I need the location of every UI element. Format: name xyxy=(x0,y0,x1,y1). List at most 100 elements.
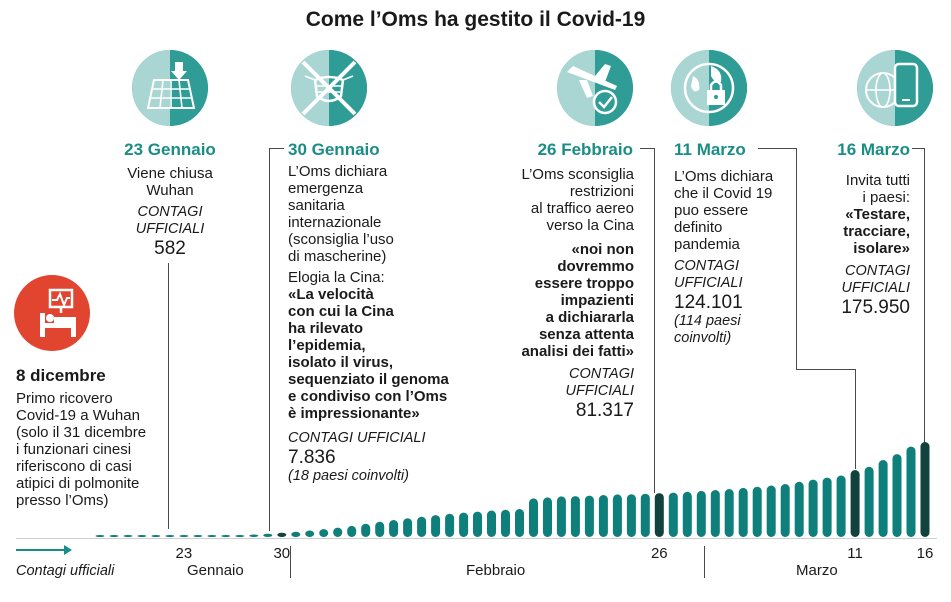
bar-2020-02-02 xyxy=(319,529,329,537)
bar-2020-01-23 xyxy=(179,535,189,537)
quote-line: senza attenta xyxy=(538,326,634,343)
x-tick-label: 26 xyxy=(651,545,668,562)
bar-2020-02-10 xyxy=(431,515,441,537)
quote-line: «Testare, xyxy=(845,206,910,223)
bar-2020-02-04 xyxy=(347,525,357,537)
bar-2020-01-18 xyxy=(109,535,119,537)
contagi-label: CONTAGI xyxy=(674,258,739,274)
bar-2020-03-08 xyxy=(808,479,818,537)
text-line: restrizioni xyxy=(569,183,634,200)
text-line: Primo ricovero xyxy=(16,390,113,407)
quote-line: dovremmo xyxy=(557,258,634,275)
contagi-note: (114 paesi xyxy=(674,313,741,329)
contagi-label: UFFICIALI xyxy=(135,221,205,237)
month-label: Gennaio xyxy=(187,562,244,579)
bar-2020-02-17 xyxy=(529,498,538,537)
text-line: presso l’Oms) xyxy=(16,492,109,509)
legend-label: Contagi ufficiali xyxy=(16,563,115,579)
text-line: Viene chiusa xyxy=(127,165,213,182)
text-line: i funzionari cinesi xyxy=(16,441,132,458)
bar-2020-01-20 xyxy=(137,535,147,537)
month-label: Febbraio xyxy=(466,562,526,579)
quote-line: l’epidemia, xyxy=(288,337,366,354)
text-line: pandemia xyxy=(674,236,740,253)
bar-2020-01-31 xyxy=(291,531,301,537)
bar-2020-02-03 xyxy=(333,527,343,537)
leader-line-mar16 xyxy=(912,148,925,149)
bar-2020-02-13 xyxy=(473,511,482,537)
bar-2020-01-25 xyxy=(207,535,217,537)
event-mar16: Invita tutti i paesi: «Testare, tracciar… xyxy=(790,172,910,318)
contagi-number: 124.101 xyxy=(674,292,743,313)
quote-line: «noi non xyxy=(571,241,635,258)
leader-line-mar11 xyxy=(796,148,797,369)
text-line: definito xyxy=(674,219,723,236)
quote-line: isolare» xyxy=(853,240,910,257)
contagi-number: 7.836 xyxy=(288,447,336,468)
month-separator xyxy=(290,546,291,578)
bar-2020-02-22 xyxy=(598,495,608,537)
bar-2020-02-20 xyxy=(570,496,580,537)
contagi-note: (18 paesi coinvolti) xyxy=(288,468,409,484)
quote-line: a dichiararla xyxy=(545,309,634,326)
leader-line-jan30 xyxy=(269,148,284,149)
text-line: (sconsiglia l’uso xyxy=(288,231,394,248)
bar-2020-02-26 xyxy=(654,493,664,537)
month-separator xyxy=(704,546,705,578)
bar-2020-01-26 xyxy=(221,535,231,537)
text-line: Covid-19 a Wuhan xyxy=(16,407,140,424)
bar-2020-02-01 xyxy=(305,530,315,537)
event-feb26: L’Oms sconsiglia restrizioni al traffico… xyxy=(480,166,634,421)
quote-line: impazienti xyxy=(560,292,634,309)
bar-2020-03-03 xyxy=(738,487,748,537)
quote-line: tracciare, xyxy=(843,223,910,240)
bar-2020-03-06 xyxy=(780,484,790,537)
bar-2020-03-04 xyxy=(752,486,762,537)
bar-2020-03-09 xyxy=(822,477,832,537)
hospital-bed-icon xyxy=(14,275,90,351)
bar-2020-03-05 xyxy=(766,485,776,537)
text-line: di mascherine) xyxy=(288,248,387,265)
bar-2020-02-27 xyxy=(668,492,678,537)
x-tick-label: 23 xyxy=(176,545,193,562)
bar-2020-02-14 xyxy=(487,510,496,537)
x-tick-label: 16 xyxy=(917,545,934,562)
text-line: verso la Cina xyxy=(546,217,634,234)
event-date-mar16: 16 Marzo xyxy=(837,140,910,159)
crossed-mask-icon xyxy=(291,50,367,126)
bar-2020-02-29 xyxy=(696,490,706,537)
contagi-number: 175.950 xyxy=(841,297,910,318)
bar-2020-03-14 xyxy=(892,454,902,537)
contagi-label: CONTAGI UFFICIALI xyxy=(288,430,426,446)
text-line: Elogia la Cina: xyxy=(288,269,385,286)
bar-2020-02-11 xyxy=(445,513,455,537)
leader-line-mar11 xyxy=(796,369,856,370)
contagi-note: coinvolti) xyxy=(674,330,732,346)
bar-2020-01-29 xyxy=(263,533,273,537)
contagi-label: UFFICIALI xyxy=(674,275,743,291)
text-line: emergenza xyxy=(288,180,364,197)
text-line: puo essere xyxy=(674,202,749,219)
text-line: L’Oms dichiara xyxy=(674,168,774,185)
event-jan30: 30 Gennaio L’Oms dichiara emergenza sani… xyxy=(288,140,449,485)
month-label: Marzo xyxy=(796,562,838,579)
bar-2020-01-19 xyxy=(123,535,133,537)
axis-baseline xyxy=(16,538,937,539)
bar-2020-02-07 xyxy=(389,520,399,537)
x-tick-label: 11 xyxy=(847,545,863,562)
contagi-label: UFFICIALI xyxy=(565,383,634,399)
bar-2020-03-12 xyxy=(864,466,874,537)
legend-arrow-head xyxy=(64,545,72,555)
event-date-mar11: 11 Marzo xyxy=(674,140,746,159)
contagi-number: 81.317 xyxy=(575,400,634,421)
event-date-jan23: 23 Gennaio xyxy=(124,140,216,159)
bar-2020-03-02 xyxy=(724,489,734,537)
leader-line-feb26 xyxy=(654,148,655,493)
legend-arrow xyxy=(16,549,64,551)
bar-2020-02-24 xyxy=(626,494,636,537)
event-date-dec8: 8 dicembre xyxy=(16,366,106,385)
text-line: sanitaria xyxy=(288,197,345,214)
text-line: (solo il 31 dicembre xyxy=(16,424,147,441)
bar-2020-03-11 xyxy=(850,470,860,537)
contagi-label: UFFICIALI xyxy=(841,280,910,296)
